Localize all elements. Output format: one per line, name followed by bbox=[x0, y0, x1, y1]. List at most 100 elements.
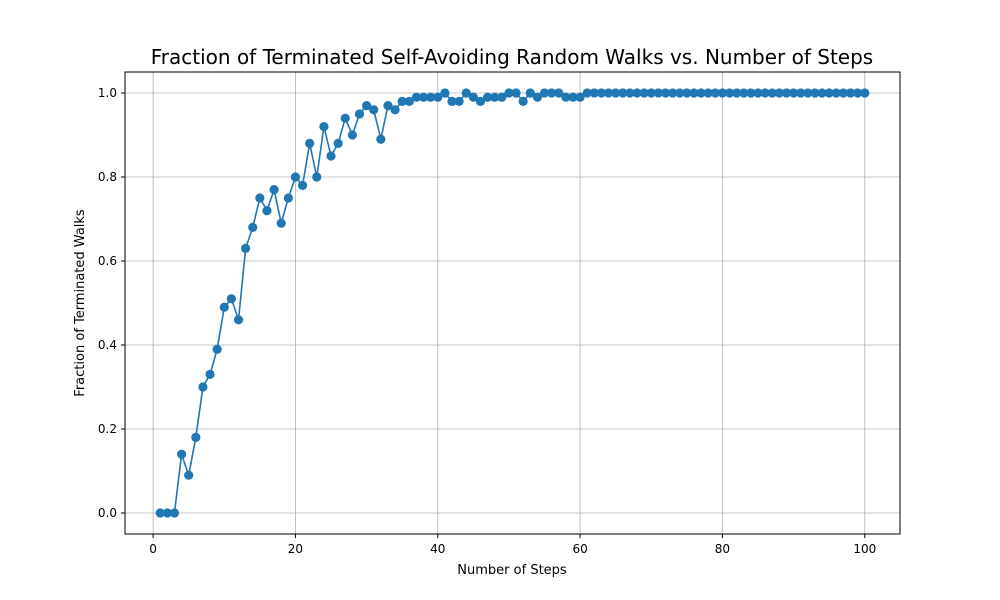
data-point bbox=[710, 88, 720, 98]
data-point bbox=[625, 88, 635, 98]
y-tick-label: 0.2 bbox=[98, 422, 117, 436]
x-axis-label: Number of Steps bbox=[457, 563, 567, 578]
data-point bbox=[411, 92, 422, 102]
data-point bbox=[241, 243, 251, 253]
data-point bbox=[155, 508, 165, 518]
data-point bbox=[347, 130, 357, 140]
data-point bbox=[248, 222, 258, 232]
data-point bbox=[198, 382, 208, 392]
y-axis-ticks: 0.0 0.2 0.4 0.6 0.8 1.0 bbox=[98, 86, 125, 520]
data-point bbox=[205, 369, 215, 379]
data-point bbox=[568, 92, 578, 102]
plot-frame bbox=[124, 71, 901, 535]
data-point bbox=[354, 109, 365, 119]
data-point bbox=[184, 470, 194, 480]
data-point bbox=[539, 88, 550, 98]
data-point bbox=[810, 88, 820, 98]
y-axis-label: Fraction of Terminated Walks bbox=[73, 209, 88, 397]
data-point bbox=[433, 92, 443, 102]
data-point bbox=[482, 92, 493, 102]
data-point bbox=[717, 88, 728, 98]
data-point bbox=[603, 88, 614, 98]
data-point bbox=[440, 88, 450, 98]
data-point bbox=[675, 88, 685, 98]
data-point bbox=[547, 88, 557, 98]
data-point bbox=[468, 92, 478, 102]
data-point bbox=[831, 88, 841, 98]
data-point bbox=[447, 96, 457, 106]
y-tick-label: 1.0 bbox=[98, 86, 117, 100]
data-point bbox=[803, 88, 813, 98]
x-tick-label: 60 bbox=[572, 542, 587, 556]
data-point bbox=[575, 92, 585, 102]
data-point bbox=[632, 88, 642, 98]
data-point bbox=[796, 88, 806, 98]
data-point bbox=[682, 88, 692, 98]
x-tick-label: 40 bbox=[430, 542, 445, 556]
x-tick-label: 0 bbox=[149, 542, 157, 556]
data-point bbox=[233, 315, 244, 325]
x-tick-label: 80 bbox=[715, 542, 730, 556]
data-point bbox=[824, 88, 834, 98]
data-point bbox=[789, 88, 799, 98]
data-point bbox=[305, 138, 315, 148]
data-point bbox=[639, 88, 649, 98]
data-point bbox=[753, 88, 763, 98]
data-point bbox=[404, 96, 414, 106]
data-point bbox=[497, 92, 507, 102]
data-point bbox=[518, 96, 528, 106]
data-point bbox=[454, 96, 464, 106]
data-point bbox=[376, 134, 386, 144]
data-point bbox=[611, 88, 621, 98]
data-point bbox=[226, 294, 236, 304]
data-point bbox=[340, 113, 350, 123]
y-tick-label: 0.8 bbox=[98, 170, 117, 184]
data-point bbox=[511, 88, 521, 98]
data-point bbox=[297, 180, 308, 190]
data-point bbox=[660, 88, 671, 98]
data-point bbox=[504, 88, 514, 98]
data-point bbox=[589, 88, 599, 98]
data-point bbox=[169, 508, 180, 518]
data-point bbox=[689, 88, 699, 98]
data-point bbox=[326, 151, 336, 161]
data-point bbox=[739, 88, 749, 98]
series-fraction-terminated bbox=[155, 88, 870, 518]
data-point bbox=[724, 88, 735, 98]
data-point bbox=[554, 88, 564, 98]
data-point bbox=[860, 88, 870, 98]
data-point bbox=[383, 101, 393, 111]
data-point bbox=[475, 96, 486, 106]
data-point bbox=[176, 449, 187, 459]
data-point bbox=[490, 92, 500, 102]
data-point bbox=[853, 88, 863, 98]
x-axis-ticks: 0 20 40 60 80 100 bbox=[149, 534, 876, 556]
data-point bbox=[283, 193, 293, 203]
data-point bbox=[532, 92, 543, 102]
data-point bbox=[781, 88, 792, 98]
data-point bbox=[397, 96, 407, 106]
data-point bbox=[362, 101, 372, 111]
x-tick-label: 100 bbox=[853, 542, 876, 556]
data-point bbox=[319, 122, 329, 132]
data-point bbox=[290, 172, 301, 182]
data-point bbox=[703, 88, 713, 98]
data-point bbox=[767, 88, 777, 98]
data-point bbox=[333, 138, 343, 148]
data-point bbox=[732, 88, 742, 98]
data-point bbox=[582, 88, 592, 98]
data-point bbox=[418, 92, 429, 102]
data-point bbox=[390, 105, 400, 115]
data-point bbox=[219, 302, 229, 312]
data-point bbox=[525, 88, 535, 98]
data-point bbox=[426, 92, 436, 102]
data-point bbox=[596, 88, 607, 98]
data-point bbox=[262, 206, 272, 216]
data-point bbox=[668, 88, 678, 98]
chart-title: Fraction of Terminated Self-Avoiding Ran… bbox=[151, 45, 873, 69]
data-point bbox=[646, 88, 656, 98]
data-point bbox=[461, 88, 471, 98]
data-point bbox=[312, 172, 322, 182]
